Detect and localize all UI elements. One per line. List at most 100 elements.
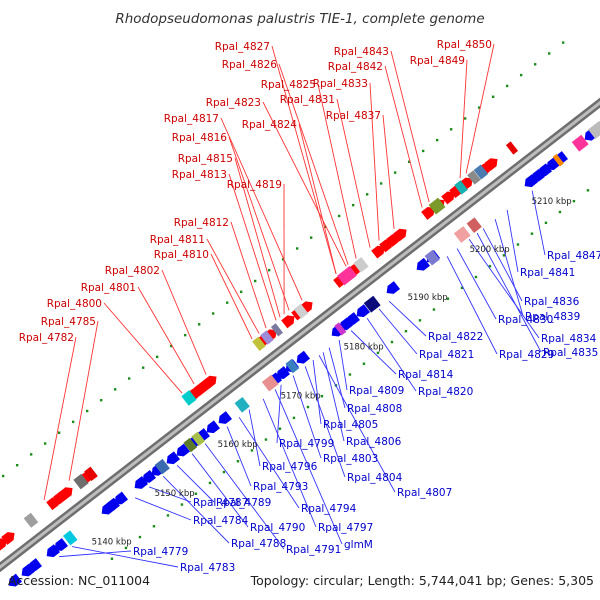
reverse-gene-label: Rpal_4779 bbox=[133, 546, 188, 558]
reverse-gene bbox=[416, 257, 431, 271]
genome-backbone bbox=[0, 97, 600, 573]
reverse-gene-label: glmM bbox=[344, 539, 373, 551]
leader-line bbox=[234, 157, 281, 318]
leader-line bbox=[298, 123, 337, 275]
reverse-gene-label: Rpal_4791 bbox=[286, 544, 341, 556]
track-dot bbox=[502, 254, 506, 257]
forward-gene-block bbox=[473, 164, 489, 180]
genome-info-text: Topology: circular; Length: 5,744,041 bp… bbox=[250, 573, 594, 588]
reverse-gene-label: Rpal_4789 bbox=[216, 497, 271, 509]
forward-gene-label: Rpal_4849 bbox=[410, 55, 465, 67]
forward-gene-label: Rpal_4842 bbox=[328, 61, 383, 73]
leader-line bbox=[161, 269, 207, 375]
reverse-gene-block bbox=[285, 358, 300, 374]
reverse-gene-label: Rpal_4797 bbox=[318, 522, 373, 534]
leader-line bbox=[476, 232, 542, 353]
forward-gene-block bbox=[260, 330, 274, 345]
forward-gene-label: Rpal_4819 bbox=[227, 179, 282, 191]
reverse-gene-block bbox=[424, 249, 440, 266]
reverse-gene bbox=[346, 312, 361, 325]
track-dot bbox=[15, 464, 19, 467]
track-dot bbox=[225, 301, 229, 304]
track-dot bbox=[561, 41, 565, 44]
reverse-gene-label: Rpal_4803 bbox=[323, 453, 378, 465]
leader-line bbox=[531, 190, 546, 256]
track-dot bbox=[141, 366, 145, 369]
reverse-gene-block bbox=[588, 120, 600, 140]
reverse-gene bbox=[538, 163, 553, 177]
reverse-gene-label: Rpal_4820 bbox=[418, 386, 473, 398]
track-dot bbox=[29, 453, 33, 456]
leader-line bbox=[271, 45, 337, 275]
forward-gene-label: Rpal_4827 bbox=[215, 41, 270, 53]
reverse-gene-block bbox=[191, 431, 206, 447]
track-dot bbox=[393, 171, 397, 174]
leader-line bbox=[317, 83, 357, 259]
leader-line bbox=[274, 389, 343, 545]
forward-gene-label: Rpal_4823 bbox=[206, 97, 261, 109]
forward-gene-label: Rpal_4825 bbox=[261, 79, 316, 91]
forward-gene-block bbox=[428, 197, 446, 215]
forward-gene bbox=[299, 301, 313, 315]
track-dot bbox=[253, 279, 257, 283]
reverse-gene bbox=[114, 491, 129, 505]
forward-gene-block bbox=[467, 170, 481, 185]
track-dot bbox=[407, 160, 411, 163]
reverse-gene-block bbox=[63, 530, 78, 546]
track-dot bbox=[264, 438, 268, 441]
reverse-gene bbox=[166, 451, 181, 465]
forward-gene bbox=[371, 245, 385, 259]
track-dot bbox=[418, 319, 422, 322]
reverse-gene bbox=[54, 538, 69, 551]
track-dot bbox=[222, 470, 226, 474]
forward-gene-block bbox=[353, 257, 369, 273]
forward-gene-block bbox=[293, 303, 309, 319]
track-dot bbox=[236, 460, 240, 463]
leader-line bbox=[59, 550, 132, 558]
forward-gene-block bbox=[336, 266, 357, 286]
forward-gene-label: Rpal_4824 bbox=[242, 119, 298, 131]
track-dot bbox=[127, 377, 131, 380]
forward-gene-block bbox=[270, 323, 284, 337]
reverse-gene-label: Rpal_4794 bbox=[301, 503, 357, 515]
forward-gene-block bbox=[23, 512, 39, 528]
leader-line bbox=[382, 114, 395, 230]
track-dot bbox=[432, 308, 436, 311]
reverse-gene-label: Rpal_4814 bbox=[398, 369, 454, 381]
track-dot bbox=[586, 189, 590, 192]
leader-line bbox=[304, 366, 346, 478]
leader-line bbox=[465, 43, 495, 174]
reverse-gene bbox=[106, 497, 121, 511]
forward-gene-label: Rpal_4810 bbox=[154, 249, 209, 261]
forward-gene bbox=[421, 207, 435, 220]
track-dot bbox=[477, 106, 481, 109]
reverse-gene-label: Rpal_4804 bbox=[347, 472, 403, 484]
position-tick-label: 5140 kbp bbox=[92, 538, 132, 548]
track-dot bbox=[124, 546, 128, 550]
track-dot bbox=[306, 405, 310, 409]
track-dot bbox=[57, 431, 61, 434]
leader-line bbox=[336, 98, 371, 248]
track-dot bbox=[85, 409, 89, 413]
leader-line bbox=[278, 63, 349, 265]
leader-line bbox=[134, 497, 192, 521]
reverse-gene-block bbox=[571, 134, 589, 152]
track-dot bbox=[533, 63, 537, 66]
track-dot bbox=[362, 362, 366, 365]
track-dot bbox=[530, 232, 534, 235]
forward-gene-block bbox=[181, 390, 197, 406]
reverse-gene-label: Rpal_4790 bbox=[250, 522, 305, 534]
reverse-gene bbox=[524, 174, 539, 188]
track-dot bbox=[379, 182, 383, 185]
track-dot bbox=[239, 290, 243, 294]
track-dot bbox=[320, 395, 324, 398]
forward-gene-block bbox=[84, 466, 98, 482]
position-ticks: 5140 kbp 5150 kbp 5160 kbp 5170 kbp 5180 kbp… bbox=[92, 197, 572, 548]
track-dot bbox=[449, 128, 453, 131]
position-tick-label: 5190 kbp bbox=[408, 293, 448, 303]
track-dot bbox=[337, 214, 341, 218]
forward-gene-block bbox=[454, 180, 468, 195]
leader-line bbox=[276, 384, 282, 444]
leader-line bbox=[262, 101, 347, 267]
reverse-gene-label: Rpal_4847 bbox=[547, 250, 600, 262]
